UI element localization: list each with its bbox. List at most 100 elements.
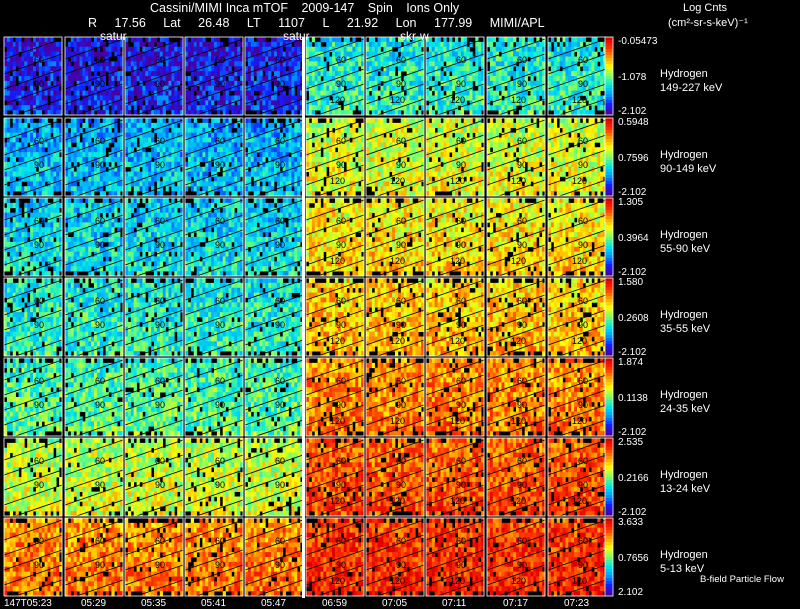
sky-pixel bbox=[82, 166, 86, 172]
sky-pixel bbox=[418, 127, 422, 133]
sky-pixel bbox=[222, 61, 226, 67]
sky-pixel bbox=[507, 95, 511, 101]
sky-pixel bbox=[117, 85, 121, 91]
sky-pixel bbox=[202, 147, 206, 153]
sky-pixel bbox=[65, 132, 69, 138]
sky-pixel bbox=[395, 100, 399, 106]
sky-pixel bbox=[193, 66, 197, 72]
sky-pixel bbox=[265, 142, 269, 148]
sky-pixel bbox=[99, 76, 104, 82]
sky-pixel bbox=[174, 171, 178, 177]
sky-pixel bbox=[180, 152, 184, 158]
sky-pixel bbox=[193, 161, 197, 168]
sky-pixel bbox=[548, 41, 552, 48]
sky-pixel bbox=[455, 37, 459, 43]
sky-pixel bbox=[469, 76, 473, 82]
sky-pixel bbox=[193, 118, 197, 124]
sky-pixel bbox=[162, 166, 166, 172]
pitch-angle-contour bbox=[244, 83, 304, 105]
sky-pixel bbox=[133, 122, 137, 129]
sky-pixel bbox=[154, 95, 158, 101]
sky-pixel bbox=[426, 56, 430, 62]
sky-pixel bbox=[88, 85, 92, 91]
sky-pixel bbox=[389, 100, 393, 106]
sky-pixel bbox=[323, 66, 327, 72]
sky-pixel bbox=[337, 90, 342, 96]
sky-pixel bbox=[133, 85, 137, 91]
sky-pixel bbox=[300, 76, 304, 82]
sky-pixel bbox=[311, 105, 316, 111]
sky-pixel bbox=[314, 100, 318, 106]
sky-pixel bbox=[199, 85, 203, 91]
sky-pixel bbox=[317, 41, 321, 48]
sky-pixel bbox=[91, 166, 95, 172]
sky-pixel bbox=[276, 152, 281, 158]
sky-pixel bbox=[574, 66, 578, 72]
sky-pixel bbox=[190, 171, 195, 177]
sky-pixel bbox=[99, 191, 104, 197]
sky-pixel bbox=[70, 105, 75, 111]
sky-pixel bbox=[225, 51, 229, 57]
sky-pixel bbox=[358, 157, 362, 163]
sky-pixel bbox=[145, 76, 149, 82]
sky-pixel bbox=[171, 181, 175, 187]
sky-pixel bbox=[105, 90, 109, 96]
sky-pixel bbox=[361, 110, 365, 116]
sky-pixel bbox=[431, 95, 436, 101]
sky-pixel bbox=[288, 142, 292, 148]
sky-pixel bbox=[154, 37, 158, 43]
sky-pixel bbox=[33, 176, 37, 182]
sky-pixel bbox=[392, 157, 396, 163]
sky-pixel bbox=[256, 41, 260, 48]
sky-pixel bbox=[366, 118, 370, 124]
sky-pixel bbox=[9, 100, 14, 106]
sky-pixel bbox=[222, 161, 226, 168]
sky-pixel bbox=[475, 41, 479, 48]
sky-pixel bbox=[120, 171, 124, 177]
sky-pixel bbox=[343, 51, 347, 57]
contour-label: 90 bbox=[95, 160, 105, 170]
sky-pixel bbox=[463, 51, 467, 57]
sky-pixel bbox=[9, 85, 14, 91]
sky-pixel bbox=[329, 66, 333, 72]
sky-pixel bbox=[205, 132, 209, 138]
sky-pixel bbox=[276, 181, 281, 187]
sky-pixel bbox=[374, 100, 378, 106]
sky-pixel bbox=[35, 76, 40, 82]
sky-pixel bbox=[237, 176, 241, 182]
sky-pixel bbox=[199, 157, 203, 163]
sky-pixel bbox=[196, 142, 200, 148]
sky-pixel bbox=[219, 61, 224, 67]
contour-label: 90 bbox=[336, 160, 346, 170]
sky-pixel bbox=[237, 152, 241, 158]
sky-pixel bbox=[185, 61, 189, 67]
sky-pixel bbox=[117, 90, 121, 96]
sky-pixel bbox=[44, 105, 48, 111]
sky-pixel bbox=[282, 90, 286, 96]
sky-pixel bbox=[475, 71, 479, 77]
sky-pixel bbox=[247, 137, 252, 143]
sky-pixel bbox=[279, 56, 284, 62]
sky-pixel bbox=[162, 122, 166, 129]
sky-pixel bbox=[30, 95, 34, 101]
sky-pixel bbox=[225, 171, 229, 177]
sky-pixel bbox=[21, 137, 25, 143]
sky-pixel bbox=[406, 118, 410, 124]
sky-pixel bbox=[82, 51, 86, 57]
sky-pixel bbox=[374, 118, 378, 124]
sky-pixel bbox=[271, 166, 275, 172]
sky-pixel bbox=[76, 171, 80, 177]
sky-pixel bbox=[96, 56, 101, 62]
sky-pixel bbox=[397, 176, 402, 182]
sky-pixel bbox=[524, 80, 528, 87]
sky-pixel bbox=[271, 90, 275, 96]
sky-pixel bbox=[377, 181, 381, 187]
sky-pixel bbox=[392, 161, 396, 168]
sky-pixel bbox=[501, 110, 505, 116]
sky-pixel bbox=[142, 46, 146, 52]
sky-pixel bbox=[457, 51, 462, 57]
sky-pixel bbox=[102, 90, 106, 96]
pitch-angle-contour bbox=[184, 53, 244, 75]
sky-pixel bbox=[205, 118, 209, 124]
sky-pixel bbox=[70, 80, 75, 87]
